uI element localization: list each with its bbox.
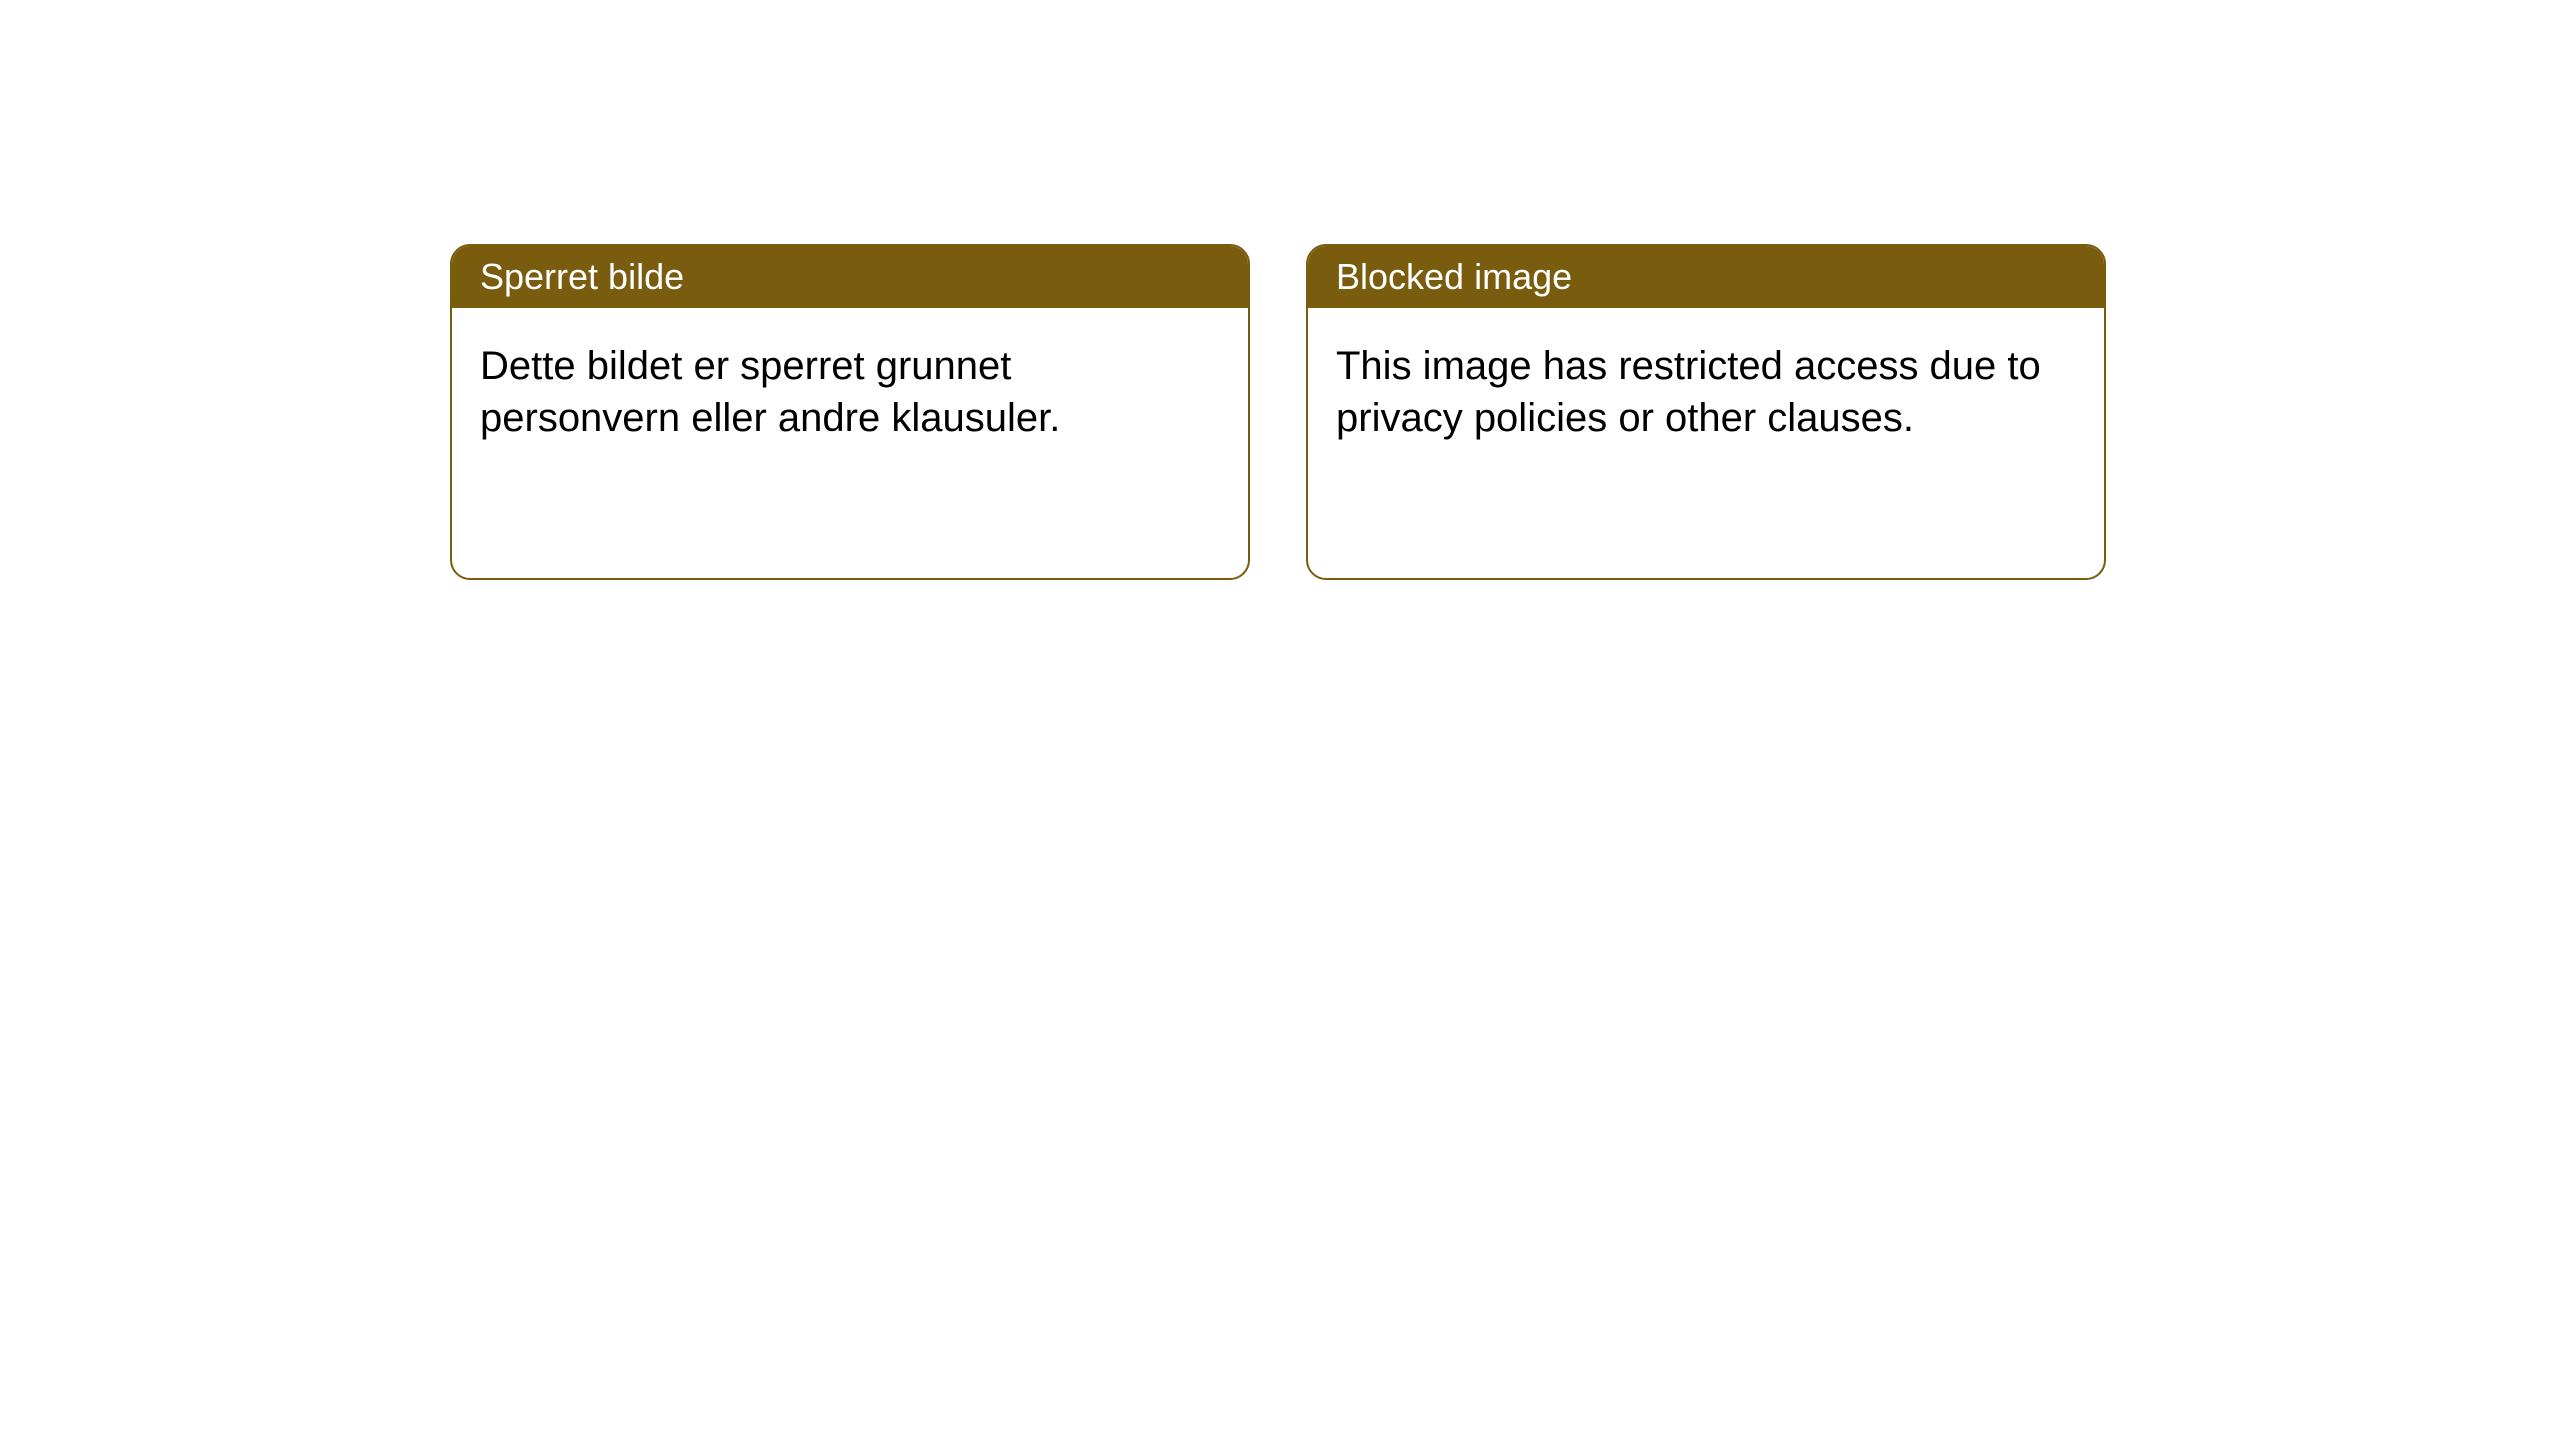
card-header: Blocked image	[1308, 246, 2104, 308]
card-body: This image has restricted access due to …	[1308, 308, 2104, 476]
blocked-image-card-no: Sperret bilde Dette bildet er sperret gr…	[450, 244, 1250, 580]
cards-container: Sperret bilde Dette bildet er sperret gr…	[0, 0, 2560, 580]
card-body-text: Dette bildet er sperret grunnet personve…	[480, 344, 1060, 440]
blocked-image-card-en: Blocked image This image has restricted …	[1306, 244, 2106, 580]
card-body: Dette bildet er sperret grunnet personve…	[452, 308, 1248, 476]
card-body-text: This image has restricted access due to …	[1336, 344, 2041, 440]
card-title: Sperret bilde	[480, 256, 684, 297]
card-title: Blocked image	[1336, 256, 1572, 297]
card-header: Sperret bilde	[452, 246, 1248, 308]
